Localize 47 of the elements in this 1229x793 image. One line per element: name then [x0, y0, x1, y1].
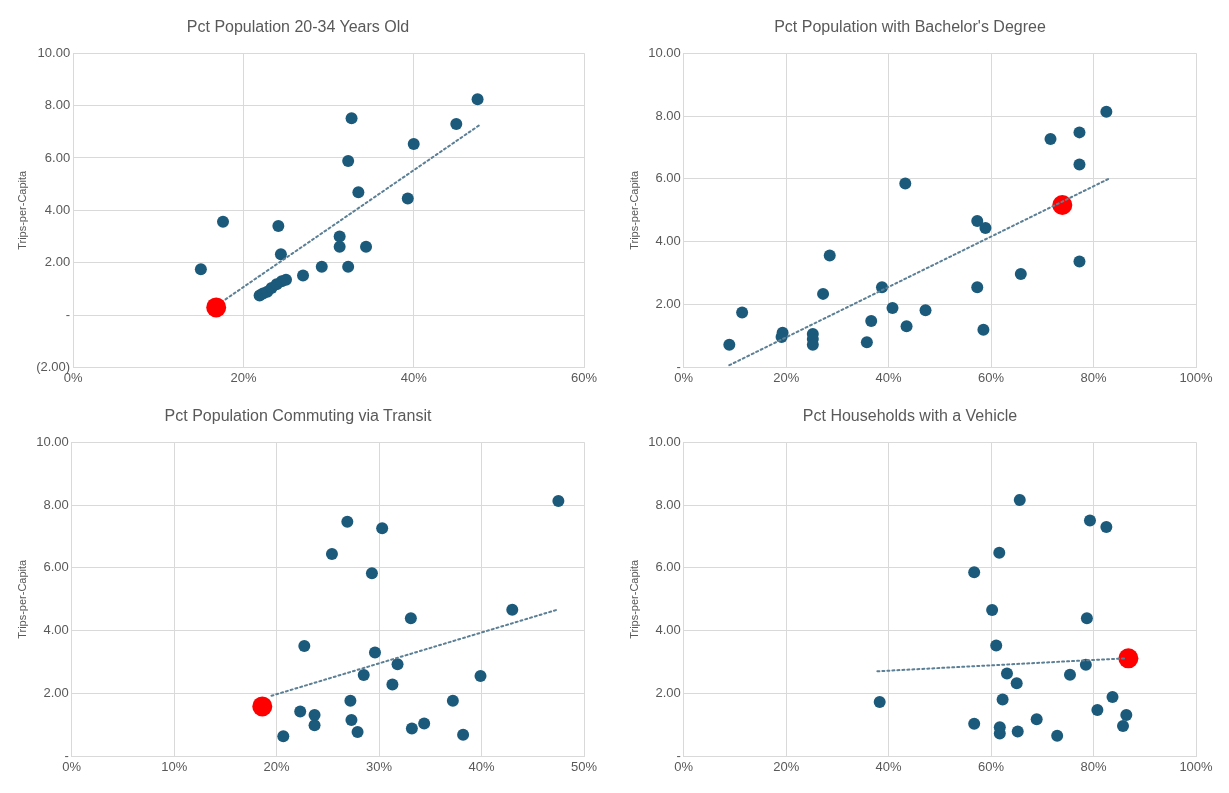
chart-title: Pct Population with Bachelor's Degree [774, 18, 1046, 36]
x-tick-label: 50% [570, 758, 598, 774]
y-axis-title: Trips-per-Capita [627, 169, 640, 250]
y-tick-label: 6.00 [43, 559, 69, 575]
chart-title: Pct Population 20-34 Years Old [186, 18, 410, 36]
y-tick-label: 6.00 [655, 170, 681, 186]
y-tick-label: 8.00 [44, 97, 71, 113]
x-tick-label: 20% [773, 369, 800, 385]
y-tick-label: 4.00 [44, 201, 71, 217]
x-tick-label: 40% [468, 758, 495, 774]
y-tick-label: 8.00 [655, 496, 681, 512]
y-tick-label: 10.00 [648, 44, 681, 60]
y-tick-label: 10.00 [37, 44, 71, 60]
y-tick-label: 2.00 [43, 685, 69, 701]
x-tick-label: 60% [978, 758, 1005, 774]
x-tick-label: 40% [875, 369, 903, 385]
y-tick-label: 2.00 [655, 296, 681, 312]
y-axis-title: Trips-per-Capita [15, 169, 28, 250]
y-tick-label: 8.00 [43, 496, 69, 512]
chart-title: Pct Population Commuting via Transit [164, 407, 432, 425]
y-tick-label: 2.00 [655, 685, 681, 701]
x-tick-label: 20% [263, 758, 291, 774]
x-tick-label: 100% [1179, 369, 1214, 385]
x-tick-label: 10% [161, 758, 188, 774]
y-tick-label: 10.00 [36, 433, 69, 449]
x-tick-label: 100% [1179, 758, 1214, 774]
x-tick-label: 20% [773, 758, 800, 774]
y-tick-label: 6.00 [44, 149, 71, 165]
x-tick-label: 60% [978, 369, 1005, 385]
y-tick-label: 10.00 [648, 433, 681, 449]
x-tick-label: 80% [1080, 758, 1107, 774]
y-tick-label: 6.00 [655, 559, 681, 575]
x-tick-label: 80% [1080, 369, 1107, 385]
y-axis-title: Trips-per-Capita [15, 558, 28, 639]
y-tick-label: - [65, 306, 71, 322]
y-tick-label: 4.00 [43, 622, 69, 638]
y-tick-label: 8.00 [655, 107, 681, 123]
y-tick-label: 2.00 [44, 254, 71, 270]
x-tick-label: 40% [400, 369, 428, 385]
x-tick-label: 20% [230, 369, 257, 385]
x-tick-label: 60% [570, 369, 598, 385]
y-tick-label: 4.00 [655, 622, 681, 638]
y-tick-label: 4.00 [655, 233, 681, 249]
x-tick-label: 30% [366, 758, 393, 774]
x-tick-label: 40% [875, 758, 903, 774]
chart-title: Pct Households with a Vehicle [802, 407, 1018, 425]
y-axis-title: Trips-per-Capita [627, 558, 640, 639]
